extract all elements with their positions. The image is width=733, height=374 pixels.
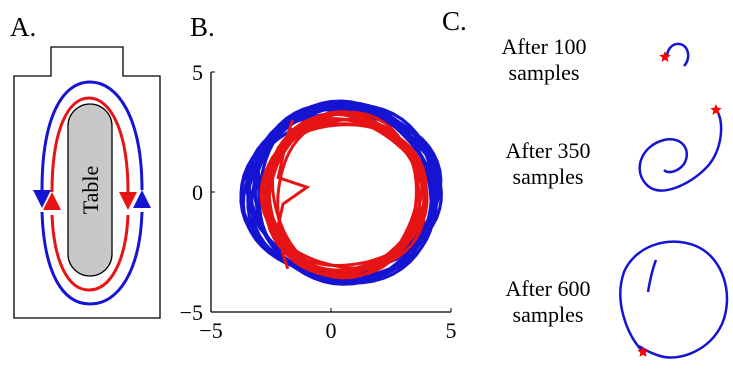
blue-trajectory-loop: [241, 102, 436, 280]
inner-arrow-right-icon: [119, 192, 137, 210]
inner-arrow-left-icon: [43, 192, 61, 210]
map-350-path: [638, 109, 723, 192]
caption-350-line1: After 350: [505, 138, 591, 163]
inner-loop-bottom: [50, 214, 130, 292]
red-trajectory-inner: [276, 119, 311, 270]
map-100-start-star-icon: [659, 51, 671, 62]
map-350-start-star-icon: [710, 104, 722, 115]
outer-arrow-left-icon: [33, 190, 51, 208]
table-label: Table: [78, 166, 103, 215]
room-outline: [13, 46, 161, 319]
caption-100-line2: samples: [508, 60, 580, 85]
x-tick-label: −5: [199, 318, 222, 343]
caption-100: After 100 samples: [480, 34, 608, 86]
y-tick-label: 0: [192, 180, 203, 205]
blue-trajectory-loop: [239, 103, 437, 285]
outer-loop-bottom: [40, 211, 144, 306]
caption-350-line2: samples: [512, 164, 584, 189]
panel-b-label: B.: [190, 12, 215, 42]
x-tick-label: 0: [326, 318, 337, 343]
panel-c-label: C.: [442, 6, 467, 36]
panel-a-label: A.: [10, 12, 37, 42]
caption-600-line2: samples: [512, 302, 584, 327]
map-100-path: [665, 42, 690, 67]
outer-loop-top: [40, 80, 144, 191]
inner-loop-top: [50, 96, 130, 193]
outer-arrow-right-icon: [133, 190, 151, 208]
table-shape: [67, 103, 113, 277]
map-600-start-star-icon: [637, 346, 649, 357]
caption-100-line1: After 100: [501, 34, 587, 59]
caption-600-line1: After 600: [505, 276, 591, 301]
x-tick-label: 5: [446, 318, 457, 343]
y-tick-label: −5: [180, 300, 203, 325]
caption-600: After 600 samples: [484, 276, 612, 328]
y-tick-label: 5: [192, 60, 203, 85]
caption-350: After 350 samples: [484, 138, 612, 190]
red-trajectory-loop: [267, 110, 426, 267]
map-600-path: [619, 240, 729, 359]
